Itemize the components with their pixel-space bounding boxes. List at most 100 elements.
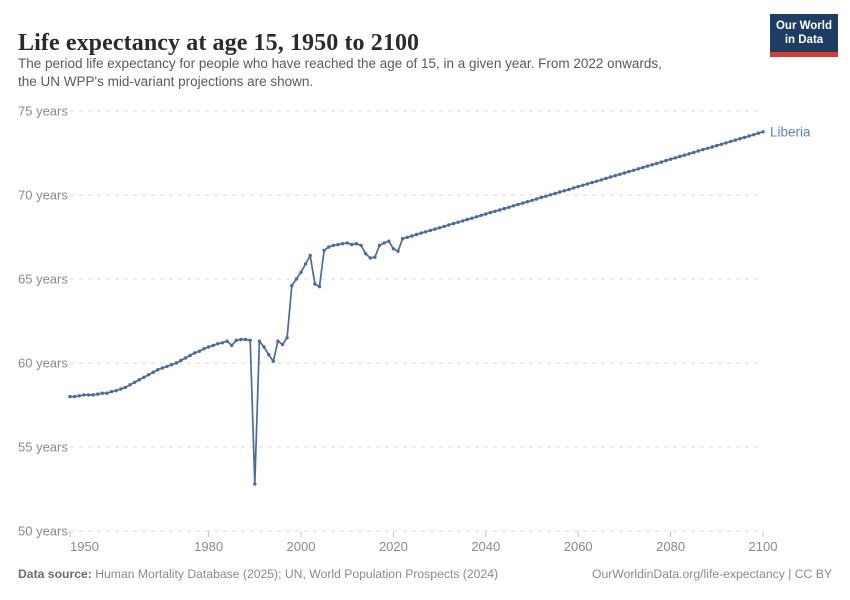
data-point <box>396 249 400 253</box>
x-tick-label: 2100 <box>749 539 778 554</box>
data-point <box>562 189 566 193</box>
data-point <box>160 366 165 370</box>
data-point <box>169 363 174 367</box>
x-tick-label: 2060 <box>564 539 593 554</box>
chart-subtitle: The period life expectancy for people wh… <box>18 55 662 90</box>
data-point <box>599 178 603 182</box>
data-point <box>710 145 714 149</box>
data-point <box>428 228 433 233</box>
data-point <box>668 157 673 161</box>
data-point <box>756 131 761 135</box>
owid-logo-line1: Our World <box>775 20 832 32</box>
data-point <box>530 198 534 203</box>
data-point <box>82 393 86 397</box>
data-point <box>299 270 303 274</box>
data-point <box>77 394 81 398</box>
data-point <box>608 175 613 179</box>
data-point <box>461 219 465 223</box>
data-source-text: Human Mortality Database (2025); UN, Wor… <box>91 567 499 581</box>
data-point <box>576 184 580 189</box>
data-point <box>72 394 77 399</box>
data-point <box>474 215 479 219</box>
data-point <box>571 186 576 190</box>
x-tick-label: 1950 <box>70 539 99 554</box>
data-point <box>267 352 271 357</box>
data-point <box>234 338 238 342</box>
data-point <box>692 150 696 155</box>
y-tick-label: 50 years <box>18 524 68 539</box>
data-point <box>197 349 202 353</box>
data-point <box>350 242 354 247</box>
data-point <box>733 138 737 142</box>
data-point <box>142 375 146 379</box>
data-point <box>336 242 340 247</box>
chart-footer: Data source: Human Mortality Database (2… <box>18 567 832 581</box>
data-point <box>216 342 220 346</box>
y-tick-label: 55 years <box>18 440 68 455</box>
data-point <box>590 180 594 185</box>
data-point <box>119 387 123 391</box>
data-point <box>511 204 516 208</box>
data-point <box>636 167 640 171</box>
data-point <box>174 361 178 365</box>
data-point <box>585 182 590 186</box>
page-title: Life expectancy at age 15, 1950 to 2100 <box>18 30 420 57</box>
data-point <box>382 241 386 245</box>
data-point <box>225 339 229 343</box>
data-point <box>359 243 363 248</box>
data-point <box>715 143 719 148</box>
data-point <box>368 256 372 260</box>
y-axis-labels: 50 years 55 years 60 years 65 years 70 years… <box>18 104 68 539</box>
data-point <box>294 277 299 281</box>
data-point <box>91 393 95 397</box>
data-point <box>705 146 710 150</box>
data-point <box>581 183 585 187</box>
data-point <box>68 394 72 399</box>
data-point <box>424 230 428 234</box>
data-point <box>410 234 414 238</box>
data-point <box>331 243 335 248</box>
data-point <box>627 169 631 174</box>
y-tick-label: 60 years <box>18 356 68 371</box>
data-point <box>400 237 405 241</box>
data-point <box>340 242 345 246</box>
data-point <box>387 239 391 243</box>
data-point <box>479 213 483 217</box>
owid-logo: Our World in Data <box>770 14 838 57</box>
x-tick-label: 2020 <box>379 539 408 554</box>
data-point <box>179 358 183 363</box>
data-point <box>738 137 742 141</box>
data-point <box>105 391 109 395</box>
data-point <box>470 216 474 220</box>
data-point <box>290 284 294 288</box>
data-point <box>414 232 419 237</box>
data-source-note: Data source: Human Mortality Database (2… <box>18 567 498 581</box>
data-point <box>433 227 437 231</box>
data-point <box>687 152 691 156</box>
data-point <box>641 165 645 170</box>
data-point <box>645 164 650 168</box>
y-tick-label: 65 years <box>18 272 68 287</box>
data-point <box>465 217 469 222</box>
data-point <box>761 130 765 134</box>
data-point <box>206 345 211 349</box>
data-point <box>507 205 511 209</box>
data-point <box>345 241 349 245</box>
data-point <box>211 343 215 348</box>
data-point <box>567 187 571 192</box>
data-point <box>664 158 668 163</box>
data-point <box>502 206 506 211</box>
data-point <box>678 154 682 159</box>
data-point <box>631 168 636 172</box>
data-point <box>188 353 192 358</box>
data-point <box>285 336 289 340</box>
data-point <box>451 221 456 226</box>
data-point <box>313 282 317 286</box>
data-point <box>248 338 252 342</box>
chart-subtitle-line1: The period life expectancy for people wh… <box>18 56 662 71</box>
data-point <box>534 197 539 201</box>
owid-logo-line2: in Data <box>784 33 824 46</box>
data-point <box>220 341 225 345</box>
data-point <box>276 339 280 343</box>
